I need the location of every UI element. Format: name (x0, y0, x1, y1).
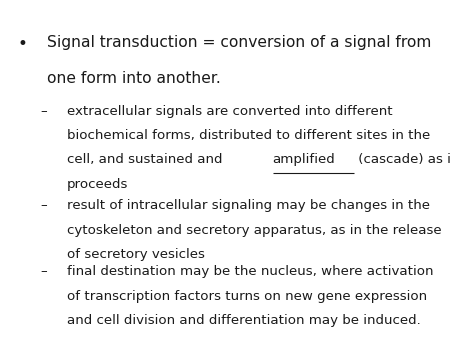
Text: (cascade) as it: (cascade) as it (354, 153, 450, 166)
Text: cytoskeleton and secretory apparatus, as in the release: cytoskeleton and secretory apparatus, as… (67, 224, 441, 237)
Text: extracellular signals are converted into different: extracellular signals are converted into… (67, 105, 392, 118)
Text: •: • (18, 35, 28, 53)
Text: cell, and sustained and: cell, and sustained and (67, 153, 226, 166)
Text: –: – (40, 265, 47, 278)
Text: final destination may be the nucleus, where activation: final destination may be the nucleus, wh… (67, 265, 433, 278)
Text: –: – (40, 105, 47, 118)
Text: of secretory vesicles: of secretory vesicles (67, 248, 204, 261)
Text: one form into another.: one form into another. (47, 71, 221, 86)
Text: result of intracellular signaling may be changes in the: result of intracellular signaling may be… (67, 199, 430, 212)
Text: biochemical forms, distributed to different sites in the: biochemical forms, distributed to differ… (67, 129, 430, 142)
Text: proceeds: proceeds (67, 178, 128, 191)
Text: and cell division and differentiation may be induced.: and cell division and differentiation ma… (67, 314, 420, 327)
Text: amplified: amplified (273, 153, 336, 166)
Text: of transcription factors turns on new gene expression: of transcription factors turns on new ge… (67, 290, 427, 303)
Text: –: – (40, 199, 47, 212)
Text: Signal transduction = conversion of a signal from: Signal transduction = conversion of a si… (47, 35, 432, 50)
